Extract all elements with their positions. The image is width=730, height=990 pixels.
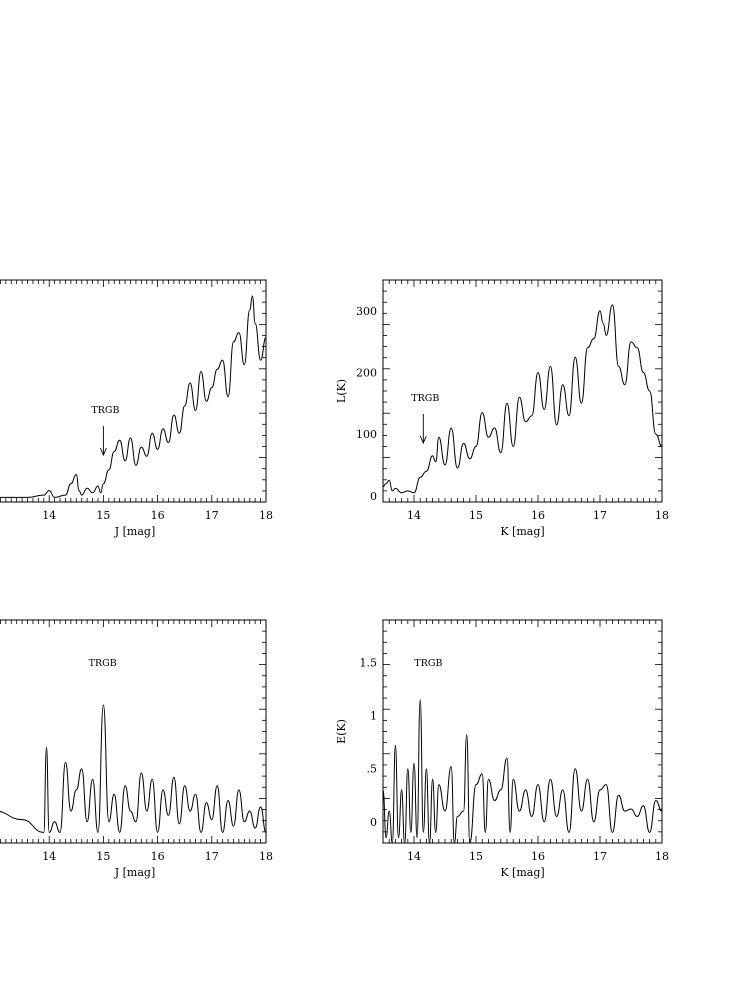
plot-frame: [0, 279, 267, 503]
y-tick-label: .5: [367, 763, 378, 776]
trgb-label: TRGB: [411, 393, 439, 404]
trgb-arrow-head: [99, 447, 107, 457]
y-tick-label: 100: [356, 428, 377, 441]
x-axis-label: J [mag]: [114, 525, 156, 538]
x-axis-label: K [mag]: [500, 525, 544, 538]
x-tick-label: 17: [205, 509, 219, 522]
x-tick-label: 15: [96, 509, 110, 522]
x-tick-label: 18: [259, 509, 273, 522]
x-tick-label: 18: [655, 850, 669, 863]
x-tick-label: 18: [655, 509, 669, 522]
trgb-label: TRGB: [89, 658, 117, 669]
x-tick-label: 15: [469, 509, 483, 522]
x-tick-label: 14: [407, 509, 421, 522]
x-axis-label: J [mag]: [114, 866, 156, 879]
chart-lf-k: 14 15 16 17 18 0 100 200 300 K [mag] L(K) TRGB: [335, 279, 669, 538]
x-tick-label: 16: [531, 850, 545, 863]
y-tick-label: 0: [370, 490, 377, 503]
x-tick-label: 16: [151, 509, 165, 522]
x-tick-label: 17: [593, 850, 607, 863]
x-axis-label: K [mag]: [500, 866, 544, 879]
chart-lf-j: 14 15 16 17 18 J [mag] TRGB: [0, 279, 273, 538]
x-tick-label: 14: [407, 850, 421, 863]
trgb-arrow-head: [419, 435, 427, 445]
x-tick-label: 17: [205, 850, 219, 863]
trgb-label: TRGB: [91, 405, 119, 416]
x-tick-label: 14: [42, 509, 56, 522]
x-tick-label: 18: [259, 850, 273, 863]
y-tick-label: 1: [370, 710, 377, 723]
y-tick-label: 0: [370, 816, 377, 829]
x-tick-label: 16: [151, 850, 165, 863]
y-tick-label: 300: [356, 305, 377, 318]
plot-frame: [382, 279, 663, 503]
x-tick-label: 14: [42, 850, 56, 863]
x-tick-label: 15: [96, 850, 110, 863]
y-axis-label: E(K): [335, 719, 348, 744]
x-tick-label: 16: [531, 509, 545, 522]
chart-ef-j: 14 15 16 17 18 J [mag] TRGB: [0, 619, 273, 879]
y-axis-label: L(K): [335, 379, 348, 403]
trgb-label: TRGB: [414, 658, 442, 669]
series-line: [382, 699, 663, 844]
y-tick-label: 1.5: [360, 656, 378, 669]
series-line: [0, 295, 267, 498]
series-line: [382, 304, 663, 494]
x-tick-label: 17: [593, 509, 607, 522]
chart-ef-k: 14 15 16 17 18 0 .5 1 1.5 K [mag] E(K) TRGB: [335, 619, 669, 879]
x-tick-label: 15: [469, 850, 483, 863]
series-line: [0, 704, 267, 833]
y-tick-label: 200: [356, 367, 377, 380]
